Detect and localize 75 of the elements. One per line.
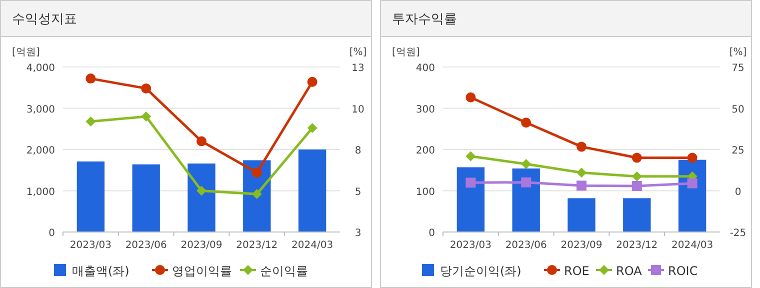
point	[576, 168, 586, 178]
y-tick-label: 300	[416, 104, 435, 116]
point	[196, 136, 206, 146]
y2-tick-label: 75	[732, 63, 744, 74]
point	[466, 92, 476, 102]
bar	[132, 164, 160, 232]
y2-tick-label: 25	[732, 146, 744, 156]
legend-label: 당기순이익(좌)	[440, 264, 522, 278]
y-tick-label: 3,000	[26, 104, 55, 116]
y-tick-label: 400	[416, 63, 435, 74]
bar	[512, 168, 540, 232]
x-tick-label: 2023/12	[236, 240, 278, 251]
legend-label: 매출액(좌)	[72, 264, 130, 278]
y-tick-label: 0	[48, 228, 55, 239]
legend-label: 순이익률	[260, 264, 308, 278]
y2-tick-label: 13	[352, 63, 364, 74]
point	[687, 178, 698, 188]
point	[86, 74, 96, 84]
y2-tick-label: -25	[730, 228, 746, 239]
point	[632, 171, 642, 182]
point	[576, 142, 586, 152]
y2-tick-label: 8	[354, 146, 362, 156]
point	[307, 76, 318, 87]
point	[86, 116, 96, 126]
bar	[76, 161, 105, 232]
point	[576, 180, 586, 191]
point	[141, 112, 152, 122]
x-tick-label: 2023/09	[560, 240, 602, 251]
y-tick-label: 2,000	[26, 146, 55, 156]
point	[687, 152, 698, 163]
point	[466, 151, 476, 162]
bar	[298, 150, 326, 232]
x-tick-label: 2023/06	[505, 240, 547, 251]
y2-axis-title: [%]	[349, 47, 367, 58]
point	[307, 123, 318, 134]
point	[521, 118, 532, 128]
y2-tick-label: 0	[734, 186, 742, 198]
bar	[568, 198, 596, 232]
point	[521, 159, 532, 170]
y2-tick-label: 3	[354, 228, 362, 239]
point	[466, 178, 476, 188]
y2-tick-label: 10	[352, 104, 364, 116]
x-tick-label: 2023/09	[180, 240, 222, 251]
point	[632, 152, 642, 163]
x-tick-label: 2023/03	[450, 240, 492, 251]
legend-label: ROIC	[668, 264, 698, 278]
y2-tick-label: 5	[354, 186, 362, 198]
x-tick-label: 2024/03	[292, 240, 334, 251]
point	[252, 189, 262, 200]
bar	[623, 198, 651, 232]
x-tick-label: 2023/12	[616, 240, 658, 251]
legend-label: 영업이익률	[172, 264, 232, 278]
y-tick-label: 200	[416, 146, 435, 156]
point	[632, 180, 642, 191]
legend-label: ROE	[564, 264, 590, 278]
legend-label: ROA	[616, 264, 643, 278]
y-axis-title: [억원]	[12, 47, 40, 58]
y-tick-label: 4,000	[26, 63, 55, 74]
point	[196, 186, 206, 196]
x-tick-label: 2024/03	[672, 240, 714, 251]
chart-title: 투자수익률	[392, 12, 457, 27]
y2-axis-title: [%]	[729, 47, 747, 58]
bar	[456, 167, 485, 232]
point	[521, 177, 532, 188]
bar	[188, 164, 216, 232]
y-axis-title: [억원]	[392, 47, 420, 58]
y-tick-label: 100	[416, 186, 435, 198]
y2-tick-label: 50	[732, 104, 744, 116]
x-tick-label: 2023/03	[70, 240, 112, 251]
y-tick-label: 0	[428, 228, 435, 239]
point	[141, 83, 152, 94]
point	[252, 168, 262, 178]
y-tick-label: 1,000	[26, 186, 55, 198]
chart-title: 수익성지표	[12, 12, 77, 27]
x-tick-label: 2023/06	[125, 240, 167, 251]
